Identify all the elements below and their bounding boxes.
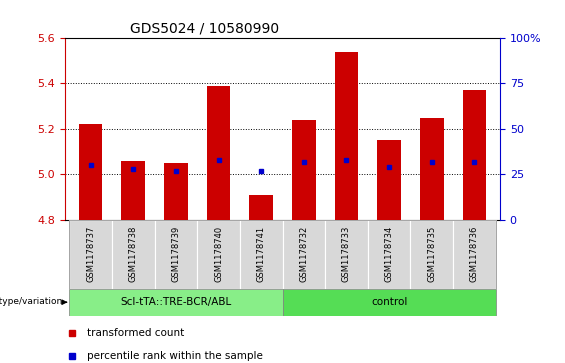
Bar (282, 289, 496, 316)
Bar (410, 220, 453, 289)
Bar (453, 220, 496, 289)
Bar (112, 220, 155, 289)
Text: GSM1178735: GSM1178735 (427, 226, 436, 282)
Text: GSM1178736: GSM1178736 (470, 226, 479, 282)
Text: genotype/variation: genotype/variation (0, 297, 63, 306)
Bar (325, 220, 368, 289)
Bar (368, 220, 410, 289)
Bar (420, 118, 444, 220)
Bar (79, 125, 102, 220)
Bar (69, 289, 282, 316)
Text: transformed count: transformed count (87, 328, 184, 338)
Bar (164, 163, 188, 220)
Bar (197, 220, 240, 289)
Bar (240, 220, 282, 289)
Bar (249, 195, 273, 220)
Text: control: control (371, 297, 407, 307)
Text: GSM1178740: GSM1178740 (214, 226, 223, 282)
Bar (121, 161, 145, 220)
Text: percentile rank within the sample: percentile rank within the sample (87, 351, 263, 361)
Text: ScI-tTA::TRE-BCR/ABL: ScI-tTA::TRE-BCR/ABL (120, 297, 232, 307)
Text: GSM1178733: GSM1178733 (342, 226, 351, 282)
Bar (207, 86, 231, 220)
Text: GDS5024 / 10580990: GDS5024 / 10580990 (130, 21, 279, 36)
Bar (463, 90, 486, 220)
Text: GSM1178739: GSM1178739 (171, 226, 180, 282)
Text: GSM1178741: GSM1178741 (257, 226, 266, 282)
Text: GSM1178732: GSM1178732 (299, 226, 308, 282)
Bar (377, 140, 401, 220)
Bar (155, 220, 197, 289)
Text: GSM1178734: GSM1178734 (385, 226, 394, 282)
Bar (282, 220, 325, 289)
Bar (292, 120, 316, 220)
Text: GSM1178737: GSM1178737 (86, 226, 95, 282)
Bar (334, 52, 358, 220)
Bar (69, 220, 112, 289)
Text: GSM1178738: GSM1178738 (129, 226, 138, 282)
